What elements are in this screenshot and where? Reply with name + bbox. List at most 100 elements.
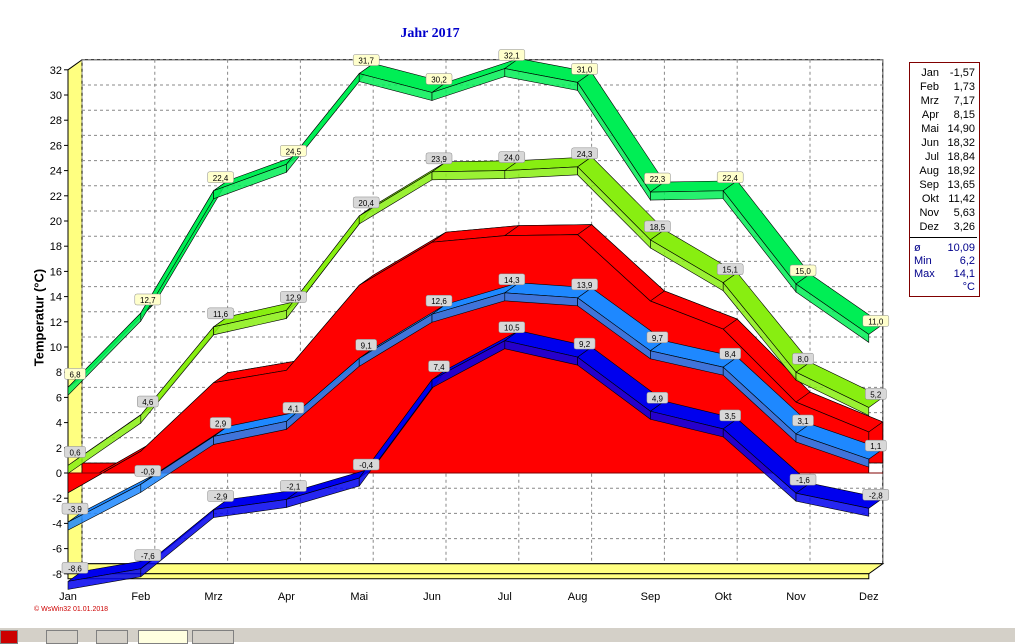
y-tick-label: 2 xyxy=(56,443,62,455)
data-label-box xyxy=(644,172,671,185)
data-label-box xyxy=(137,395,159,408)
y-tick-label: 32 xyxy=(50,65,62,77)
data-label: 10,5 xyxy=(504,324,520,333)
month-name: Dez xyxy=(919,221,939,233)
data-label: 11,0 xyxy=(868,317,884,326)
data-label-box xyxy=(425,294,453,307)
app-icon-1[interactable] xyxy=(0,630,18,644)
chart-floor-edge xyxy=(67,573,870,580)
credit-text: © WsWin32 01.01.2018 xyxy=(34,606,109,613)
data-label: 8,4 xyxy=(725,350,737,359)
stats-unit: °C xyxy=(962,281,975,293)
data-label: 22,3 xyxy=(650,175,666,184)
x-tick-label: Jul xyxy=(498,591,512,603)
data-label: -7,6 xyxy=(141,552,155,561)
x-tick-label: Nov xyxy=(786,591,806,603)
folder-icon[interactable] xyxy=(192,630,234,644)
month-value: 5,63 xyxy=(953,207,975,219)
data-label: -2,9 xyxy=(214,493,228,502)
data-label: 14,3 xyxy=(504,276,520,285)
data-label: 6,8 xyxy=(69,370,81,379)
y-tick-label: 10 xyxy=(50,342,62,354)
data-label: 9,2 xyxy=(579,340,591,349)
data-label: 22,4 xyxy=(213,174,229,183)
app-icon-2[interactable] xyxy=(46,630,78,644)
y-tick-label: 26 xyxy=(50,140,62,152)
stat-row: ø 10,09 xyxy=(910,241,975,255)
data-label: 31,7 xyxy=(358,57,374,66)
stat-row: Max 14,1 xyxy=(910,267,975,281)
data-label-box xyxy=(498,151,526,163)
data-label-box xyxy=(61,502,89,515)
data-label: -0,9 xyxy=(141,467,155,476)
data-label: 20,4 xyxy=(358,199,374,208)
month-value: 3,26 xyxy=(953,221,975,233)
y-tick-label: 4 xyxy=(56,418,62,430)
y-tick-label: 6 xyxy=(56,392,62,404)
monthly-mean-row: Mai 14,90 xyxy=(910,122,975,136)
data-label: 22,4 xyxy=(722,174,738,183)
x-tick-label: Feb xyxy=(131,591,150,603)
data-label: 0,6 xyxy=(69,448,81,457)
data-label-box xyxy=(571,63,598,75)
month-value: 11,42 xyxy=(948,193,975,205)
data-label-box xyxy=(716,171,744,184)
data-label-box xyxy=(865,439,887,452)
data-label-box xyxy=(207,307,234,320)
monthly-mean-row: Apr 8,15 xyxy=(910,108,975,122)
y-tick-label: 18 xyxy=(50,241,62,253)
month-name: Feb xyxy=(920,81,939,93)
monthly-mean-row: Okt 11,42 xyxy=(910,192,975,206)
data-label: 4,6 xyxy=(142,398,154,407)
data-label-box xyxy=(64,446,86,458)
series-max-abs-segment-front xyxy=(650,190,724,201)
stats-divider xyxy=(910,237,977,238)
data-label-box xyxy=(644,220,671,233)
data-label: 2,9 xyxy=(215,419,227,428)
y-tick-label: 8 xyxy=(56,367,62,379)
series-min-abs xyxy=(67,330,884,590)
data-label-box xyxy=(282,402,305,414)
data-label: 18,5 xyxy=(650,223,666,232)
chart-floor-panel xyxy=(66,563,885,575)
chart-floor xyxy=(66,563,885,580)
data-label-box xyxy=(355,339,377,351)
data-label-box xyxy=(207,171,234,184)
data-label: 24,0 xyxy=(504,154,520,163)
stat-value: 14,1 xyxy=(953,268,975,280)
data-label-box xyxy=(862,489,890,501)
stat-label: Max xyxy=(914,268,935,280)
gear-icon[interactable] xyxy=(96,630,128,644)
data-label: 7,4 xyxy=(433,363,445,372)
monthly-mean-row: Jan -1,57 xyxy=(910,66,975,80)
month-value: -1,57 xyxy=(949,67,975,79)
monthly-mean-row: Jul 18,84 xyxy=(910,150,975,164)
data-label: 9,7 xyxy=(652,334,664,343)
series-max-abs-segment-front xyxy=(795,283,870,343)
data-label: 23,9 xyxy=(431,155,447,164)
data-label: 24,3 xyxy=(577,150,593,159)
data-label: 8,0 xyxy=(797,355,809,364)
data-label: 15,0 xyxy=(795,267,811,276)
stat-value: 10,09 xyxy=(947,242,975,254)
data-label: 32,1 xyxy=(504,52,520,61)
month-name: Apr xyxy=(921,109,939,121)
month-name: Nov xyxy=(919,207,939,219)
weather-icon[interactable] xyxy=(138,630,188,644)
data-label-box xyxy=(789,473,817,486)
data-label-box xyxy=(134,465,162,477)
monthly-mean-row: Nov 5,63 xyxy=(910,206,975,220)
monthly-mean-row: Sep 13,65 xyxy=(910,178,975,192)
stat-label: Min xyxy=(914,255,932,267)
data-label-box xyxy=(719,347,741,360)
data-label-box xyxy=(280,480,307,492)
y-tick-label: 28 xyxy=(50,115,62,127)
month-name: Mai xyxy=(921,123,939,135)
data-label-box xyxy=(646,392,669,404)
monthly-mean-row: Aug 18,92 xyxy=(910,164,975,178)
monthly-means-panel: Jan -1,57 Feb 1,73 Mrz 7,17 Apr 8,15 Mai 14,90 Jun… xyxy=(909,62,980,297)
series-max-avg-segment-front xyxy=(795,371,870,416)
data-label-box xyxy=(571,147,598,160)
y-tick-label: -2 xyxy=(52,493,62,505)
data-label-box xyxy=(792,352,814,365)
